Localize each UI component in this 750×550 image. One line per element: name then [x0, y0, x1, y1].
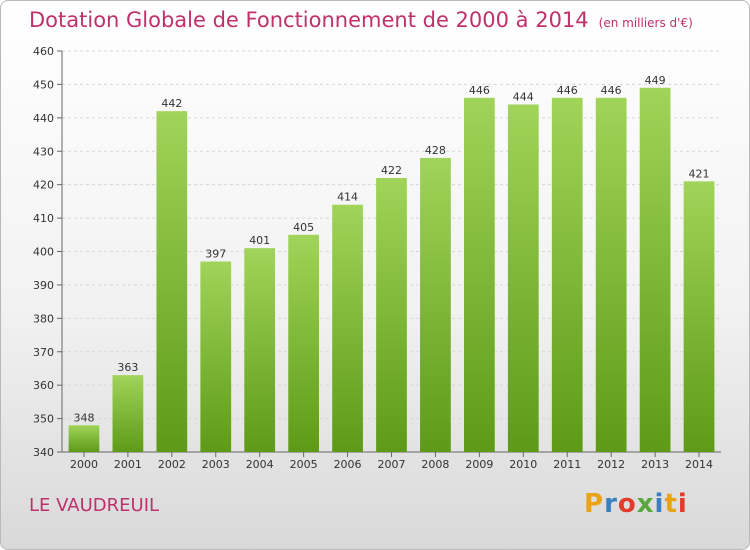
- y-tick-label: 430: [33, 145, 54, 158]
- bar-2002: [156, 111, 188, 453]
- x-tick-label-2010: 2010: [509, 458, 537, 471]
- data-label-2007: 422: [381, 164, 402, 177]
- bar-2011: [551, 97, 583, 453]
- bar-2001: [112, 375, 144, 452]
- bars: [68, 87, 715, 453]
- x-tick-label-2012: 2012: [597, 458, 625, 471]
- logo-letter: P: [584, 489, 605, 519]
- y-tick-label: 380: [33, 312, 54, 325]
- bar-2007: [376, 177, 407, 452]
- data-label-2013: 449: [645, 74, 666, 87]
- bar-2012: [595, 97, 627, 453]
- x-tick-labels: 2000 2001 2002 2003 2004 2005 2006 2007 2008 2009…: [70, 452, 713, 471]
- y-tick-label: 390: [33, 279, 54, 292]
- data-label-2001: 363: [117, 361, 138, 374]
- bar-2003: [200, 261, 232, 452]
- data-label-2005: 405: [293, 221, 314, 234]
- x-tick-label-2006: 2006: [334, 458, 362, 471]
- data-label-2004: 401: [249, 234, 270, 247]
- x-tick-label-2013: 2013: [641, 458, 669, 471]
- bar-2013: [639, 87, 671, 452]
- data-label-2010: 444: [513, 90, 534, 103]
- y-tick-label: 450: [33, 78, 54, 91]
- chart-title: Dotation Globale de Fonctionnement de 20…: [29, 8, 589, 32]
- data-label-2003: 397: [205, 248, 226, 261]
- x-tick-label-2001: 2001: [114, 458, 142, 471]
- bar-2010: [507, 104, 539, 452]
- commune-name: LE VAUDREUIL: [29, 495, 160, 516]
- x-tick-label-2008: 2008: [421, 458, 449, 471]
- data-label-2002: 442: [161, 97, 182, 110]
- logo-letter: x: [636, 489, 655, 519]
- y-tick-label: 370: [33, 346, 54, 359]
- x-tick-label-2011: 2011: [553, 458, 581, 471]
- logo-letter: i: [677, 489, 688, 519]
- y-tick-label: 420: [33, 179, 54, 192]
- x-tick-label-2014: 2014: [685, 458, 713, 471]
- bar-2009: [463, 97, 495, 453]
- proxiti-logo: Proxiti: [584, 489, 688, 519]
- logo-letter: i: [654, 489, 665, 519]
- data-label-2009: 446: [469, 84, 490, 97]
- bar-2006: [332, 204, 363, 452]
- x-tick-label-2004: 2004: [246, 458, 274, 471]
- bar-2014: [683, 181, 715, 452]
- y-tick-label: 410: [33, 212, 54, 225]
- y-tick-labels: 340 350 360 370 380 390 400 410 420 430 440 450 460: [33, 45, 54, 459]
- data-labels: 348 363 442 397 401 405 414 422 428 446 444 446 446 4…: [73, 74, 709, 425]
- chart-title-block: Dotation Globale de Fonctionnement de 20…: [29, 8, 693, 32]
- y-tick-label: 460: [33, 45, 54, 58]
- data-label-2008: 428: [425, 144, 446, 157]
- bar-2005: [288, 234, 320, 452]
- x-tick-label-2007: 2007: [378, 458, 406, 471]
- x-tick-label-2005: 2005: [290, 458, 318, 471]
- y-tick-label: 440: [33, 112, 54, 125]
- logo-letter: r: [604, 489, 618, 519]
- data-label-2000: 348: [73, 411, 94, 424]
- bar-2004: [244, 248, 276, 452]
- data-label-2011: 446: [557, 84, 578, 97]
- x-tick-label-2002: 2002: [158, 458, 186, 471]
- data-label-2014: 421: [689, 167, 710, 180]
- data-label-2012: 446: [601, 84, 622, 97]
- y-tick-label: 360: [33, 379, 54, 392]
- logo-letter: o: [617, 489, 637, 519]
- bar-2008: [420, 157, 451, 452]
- y-tick-label: 400: [33, 246, 54, 259]
- y-tick-label: 350: [33, 413, 54, 426]
- y-tick-label: 340: [33, 446, 54, 459]
- x-tick-label-2000: 2000: [70, 458, 98, 471]
- data-label-2006: 414: [337, 191, 358, 204]
- bar-2000: [68, 425, 100, 452]
- x-tick-label-2003: 2003: [202, 458, 230, 471]
- x-tick-label-2009: 2009: [465, 458, 493, 471]
- chart-subtitle: (en milliers d'€): [598, 16, 693, 30]
- logo-letter: t: [664, 489, 678, 519]
